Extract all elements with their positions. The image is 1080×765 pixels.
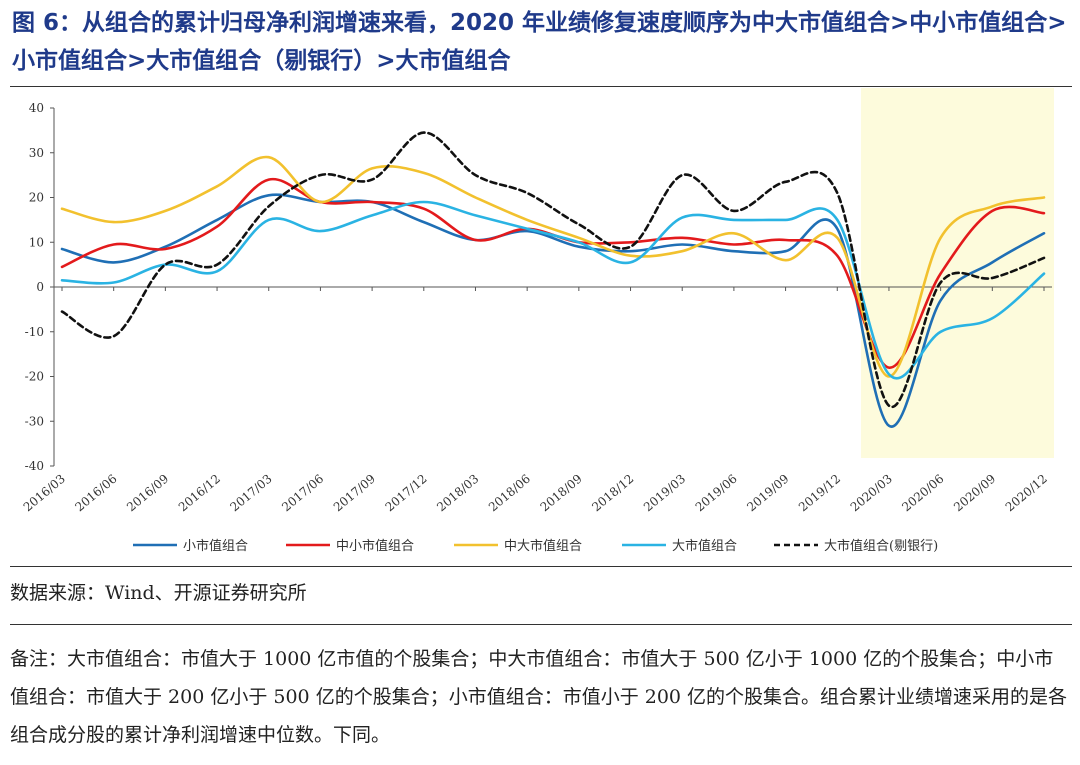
x-tick-label: 2018/03 (434, 472, 481, 515)
x-tick-label: 2019/03 (641, 472, 688, 515)
legend-label-2: 中大市值组合 (504, 538, 582, 554)
chart-divider (10, 566, 1072, 567)
x-tick-label: 2019/12 (796, 472, 843, 515)
source-note: 数据来源：Wind、开源证券研究所 (10, 582, 307, 604)
x-tick-label: 2020/03 (848, 472, 895, 515)
x-tick-label: 2020/09 (951, 472, 998, 515)
legend-label-0: 小市值组合 (183, 538, 248, 554)
x-tick-label: 2019/06 (693, 472, 740, 515)
x-tick-label: 2016/06 (72, 472, 119, 515)
series-line-3 (60, 200, 1046, 380)
x-tick-label: 2016/12 (176, 472, 223, 515)
y-tick-label: 40 (29, 101, 44, 115)
x-tick-label: 2017/12 (383, 472, 430, 515)
x-tick-label: 2018/09 (538, 472, 585, 515)
x-tick-label: 2016/09 (124, 472, 171, 515)
y-tick-label: 20 (29, 191, 44, 205)
x-tick-label: 2018/12 (589, 472, 636, 515)
x-tick-label: 2020/12 (1003, 472, 1050, 515)
y-tick-label: -40 (25, 459, 44, 473)
page-title: 图 6：从组合的累计归母净利润增速来看，2020 年业绩修复速度顺序为中大市值组… (12, 10, 1067, 74)
y-tick-label: -30 (25, 414, 44, 428)
source-divider (10, 624, 1072, 625)
y-tick-label: -20 (25, 370, 44, 384)
x-tick-label: 2018/06 (486, 472, 533, 515)
x-tick-label: 2017/03 (227, 472, 274, 515)
chart-lines (60, 131, 1046, 428)
y-tick-label: 30 (29, 146, 44, 160)
x-tick-label: 2017/09 (331, 472, 378, 515)
y-tick-label: 0 (36, 280, 44, 294)
series-line-4 (60, 131, 1046, 409)
x-tick-label: 2020/06 (899, 472, 946, 515)
legend-label-3: 大市值组合 (672, 538, 737, 554)
x-tick-label: 2019/09 (744, 472, 791, 515)
x-tick-label: 2017/06 (279, 472, 326, 515)
legend-label-1: 中小市值组合 (336, 538, 414, 554)
y-tick-label: 10 (29, 235, 44, 249)
remark-note: 备注：大市值组合：市值大于 1000 亿市值的个股集合；中大市值组合：市值大于 … (10, 648, 1068, 746)
y-tick-label: -10 (25, 325, 44, 339)
x-tick-label: 2016/03 (21, 472, 68, 515)
chart-legend: 小市值组合 中小市值组合 中大市值组合 大市值组合 大市值组合(剔银行) (133, 538, 938, 554)
legend-label-4: 大市值组合(剔银行) (824, 538, 938, 554)
title-divider (10, 86, 1072, 87)
